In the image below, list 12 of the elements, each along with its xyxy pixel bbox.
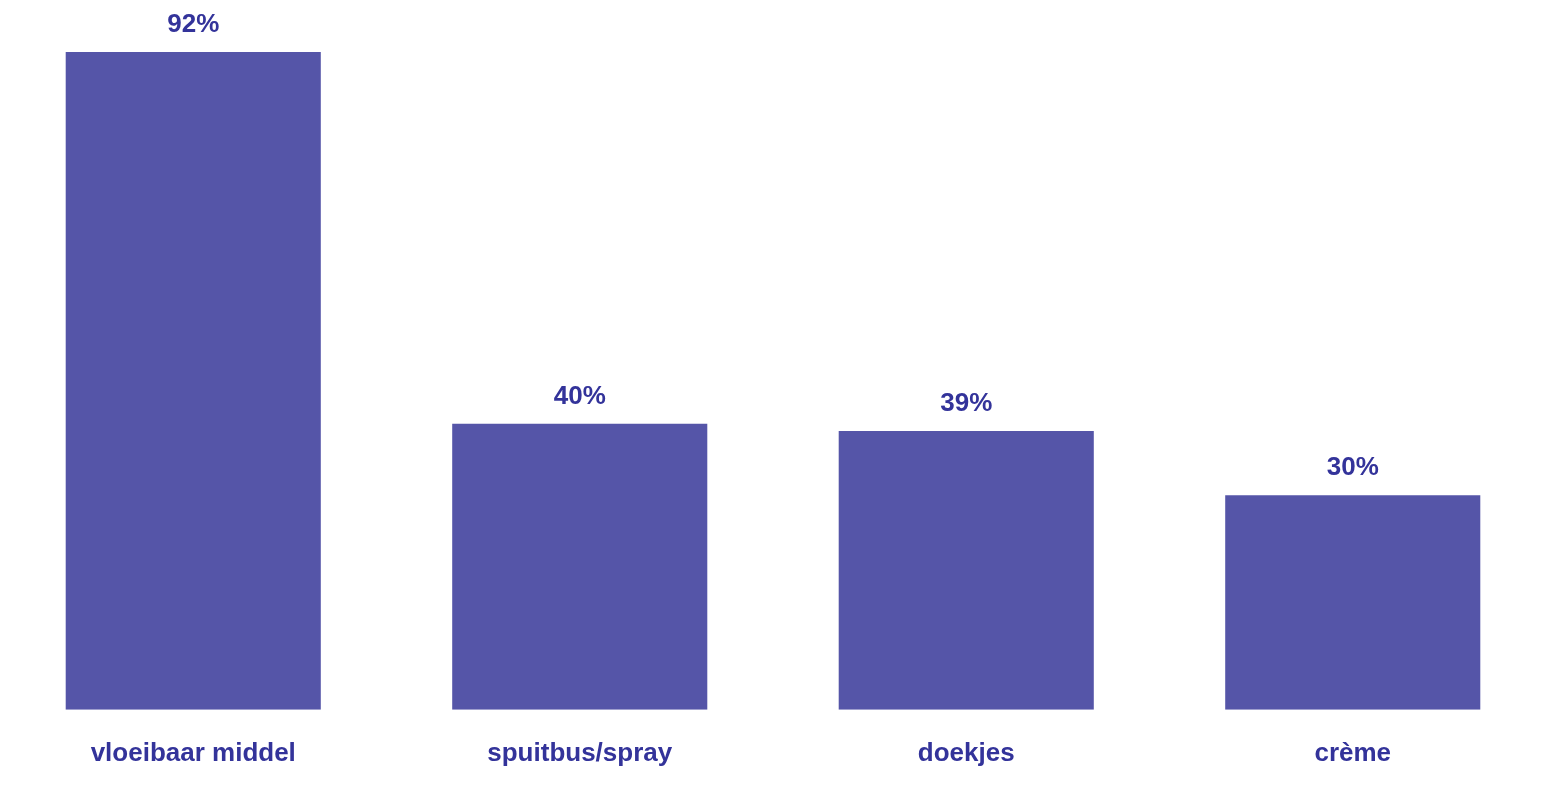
x-tick-label: crème xyxy=(1314,736,1392,767)
x-tick-label: doekjes xyxy=(917,736,1015,767)
data-label: 40% xyxy=(553,379,606,410)
x-tick-label: vloeibaar middel xyxy=(90,736,296,767)
bar xyxy=(65,52,321,710)
data-label: 39% xyxy=(940,387,993,418)
x-tick-label: spuitbus/spray xyxy=(487,736,673,767)
data-label: 30% xyxy=(1326,451,1379,482)
bar xyxy=(452,423,708,710)
bar xyxy=(1225,495,1481,710)
data-label: 92% xyxy=(167,8,220,39)
bar xyxy=(838,430,1094,710)
